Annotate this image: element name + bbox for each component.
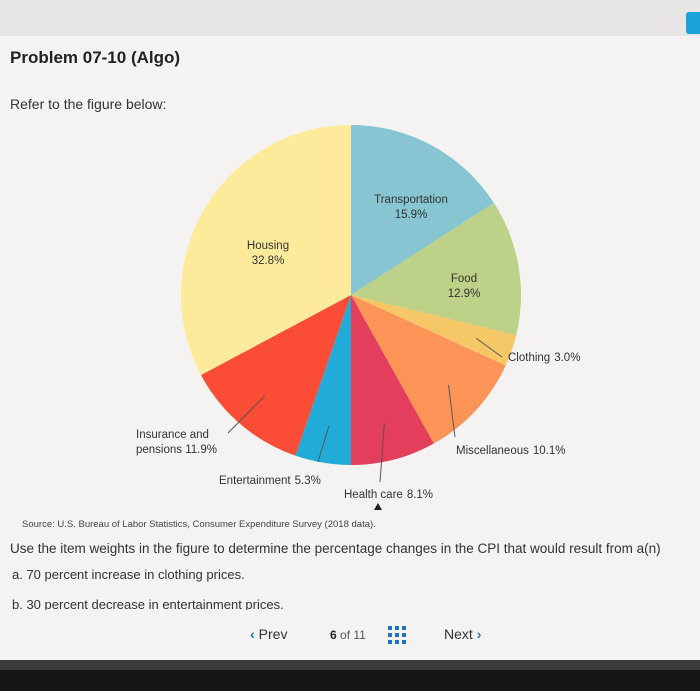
intro-text: Refer to the figure below: (10, 96, 167, 112)
pie-slice-food (351, 203, 521, 336)
value-housing: 32.8% (252, 255, 285, 267)
label-ent-value: 5.3% (295, 475, 321, 487)
pie-slice-clothing (351, 295, 517, 366)
cursor-icon (374, 503, 382, 510)
grid-cell (402, 640, 406, 644)
leader-line-clothing (476, 337, 503, 358)
grid-cell (395, 640, 399, 644)
pie-slice-health-care (351, 295, 434, 465)
corner-button[interactable] (686, 12, 700, 34)
label-insurance-value: 11.9% (185, 444, 217, 456)
leader-line-health-care (379, 423, 385, 483)
label-insurance: Insurance and (136, 429, 209, 441)
next-label: Next (444, 626, 473, 642)
value-food: 12.9% (448, 288, 481, 300)
grid-cell (402, 626, 406, 630)
page-of: of (340, 628, 351, 642)
label-clothing-name: Clothing (508, 352, 550, 364)
prev-label: Prev (258, 626, 288, 642)
label-miscellaneous: Miscellaneous 10.1% (456, 445, 565, 457)
pie-slice-housing (181, 125, 351, 376)
source-note: Source: U.S. Bureau of Labor Statistics,… (22, 519, 376, 530)
current-page: 6 (330, 628, 337, 642)
bottom-bar (0, 660, 700, 691)
leader-lines (227, 337, 503, 483)
question-text: Use the item weights in the figure to de… (10, 541, 661, 556)
prev-button[interactable]: ‹ Prev (250, 626, 314, 648)
slice-labels: Transportation 15.9% Food 12.9% Clothing… (136, 194, 580, 501)
label-housing: Housing (247, 240, 289, 252)
label-food: Food (451, 273, 477, 285)
label-transportation: Transportation (374, 194, 448, 206)
label-clothing-value: 3.0% (554, 352, 580, 364)
question-part-a: a. 70 percent increase in clothing price… (12, 567, 245, 582)
value-transportation: 15.9% (395, 209, 428, 221)
leader-line-entertainment (317, 425, 330, 463)
grid-cell (402, 633, 406, 637)
next-button[interactable]: Next › (444, 626, 500, 648)
pie-chart: Transportation 15.9% Food 12.9% Clothing… (136, 125, 580, 510)
label-health-name: Health care (344, 489, 403, 501)
pie-slice-insurance-and-pensions (201, 295, 351, 456)
pagination-bar: ‹ Prev 6 of 11 Next › (0, 612, 700, 660)
label-clothing: Clothing 3.0% (508, 352, 580, 364)
chevron-right-icon: › (476, 626, 482, 642)
pie-slice-transportation (351, 125, 494, 295)
grid-cell (388, 633, 392, 637)
leader-line-insurance-and-pensions (227, 395, 266, 434)
page-indicator: 6 of 11 (330, 628, 366, 642)
grid-icon[interactable] (388, 626, 406, 644)
label-misc-value: 10.1% (533, 445, 566, 457)
pie-slice-entertainment (295, 295, 351, 465)
label-health-value: 8.1% (407, 489, 433, 501)
label-insurance-line2: pensions 11.9% (136, 444, 217, 456)
grid-cell (388, 640, 392, 644)
grid-cell (395, 626, 399, 630)
label-health-care: Health care 8.1% (344, 489, 433, 501)
bottom-bar-edge (0, 660, 700, 670)
grid-cell (388, 626, 392, 630)
label-misc-name: Miscellaneous (456, 445, 529, 457)
grid-cell (395, 633, 399, 637)
label-entertainment: Entertainment 5.3% (219, 475, 321, 487)
label-ent-name: Entertainment (219, 475, 291, 487)
question-part-b: b. 30 percent decrease in entertainment … (12, 597, 284, 610)
pie-slice-miscellaneous (351, 295, 506, 444)
problem-title: Problem 07-10 (Algo) (10, 48, 181, 67)
leader-line-miscellaneous (448, 384, 456, 438)
total-pages: 11 (353, 628, 366, 642)
pie-slices (181, 125, 521, 465)
chevron-left-icon: ‹ (250, 626, 255, 642)
top-bar (0, 0, 700, 36)
